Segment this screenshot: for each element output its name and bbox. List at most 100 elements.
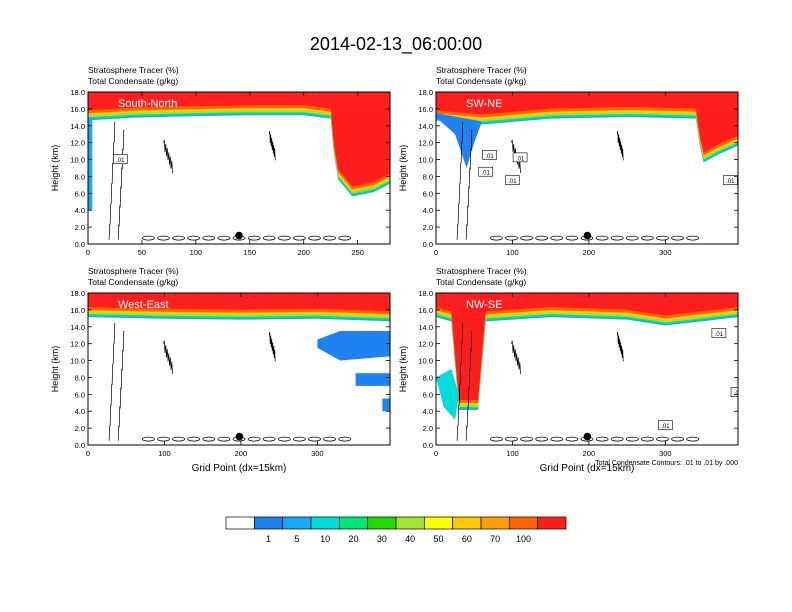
svg-text:.01: .01 bbox=[661, 424, 670, 430]
y-tick-label: 14.0 bbox=[70, 323, 85, 332]
y-tick-label: 18.0 bbox=[70, 88, 85, 97]
y-tick-label: 10.0 bbox=[418, 156, 433, 165]
tracer-band bbox=[436, 92, 738, 153]
y-axis-label: Height (km) bbox=[50, 346, 60, 393]
x-tick-label: 150 bbox=[244, 248, 257, 257]
condensate-contours bbox=[456, 122, 700, 241]
y-tick-label: 14.0 bbox=[418, 323, 433, 332]
x-tick-label: 300 bbox=[659, 449, 672, 458]
y-tick-label: 16.0 bbox=[70, 105, 85, 114]
x-tick-label: 50 bbox=[138, 248, 146, 257]
panel-field: .01.01.01 bbox=[436, 293, 738, 445]
panel-title-line1: Stratosphere Tracer (%) bbox=[436, 266, 527, 276]
tracer-patch bbox=[317, 331, 390, 361]
svg-text:.01: .01 bbox=[715, 332, 724, 338]
contour-label: .01 bbox=[658, 420, 673, 430]
panel-title-line2: Total Condensate (g/kg) bbox=[88, 76, 178, 86]
y-tick-label: 12.0 bbox=[70, 139, 85, 148]
panel-2: .01 .01 .01 .01 .01 SW-NE 0.0 2.0 4.0 6.0 8.0 10.0 1… bbox=[398, 65, 739, 257]
y-axis-label: Height (km) bbox=[50, 145, 60, 192]
svg-text:.01: .01 bbox=[508, 179, 517, 185]
condensate-contours bbox=[108, 122, 352, 241]
y-tick-label: 8.0 bbox=[423, 172, 433, 181]
x-tick-label: 100 bbox=[506, 248, 519, 257]
x-tick-label: 100 bbox=[158, 449, 171, 458]
svg-text:.01: .01 bbox=[116, 158, 125, 164]
panel-label: South-North bbox=[118, 98, 177, 110]
location-marker bbox=[583, 432, 592, 441]
y-tick-label: 6.0 bbox=[423, 390, 433, 399]
colorbar-label: 5 bbox=[294, 534, 299, 544]
svg-text:.01: .01 bbox=[485, 154, 494, 160]
tracer-band bbox=[88, 293, 390, 312]
x-tick-label: 100 bbox=[190, 248, 203, 257]
svg-text:.01: .01 bbox=[516, 156, 525, 162]
x-axis-label: Grid Point (dx=15km) bbox=[192, 463, 287, 474]
y-tick-label: 12.0 bbox=[418, 139, 433, 148]
colorbar-swatch bbox=[537, 516, 567, 530]
location-marker bbox=[235, 432, 244, 441]
x-tick-label: 0 bbox=[86, 248, 90, 257]
contour-label: .01 bbox=[711, 328, 727, 338]
y-axis-label: Height (km) bbox=[398, 145, 408, 192]
panel-frame bbox=[435, 91, 739, 245]
panel-title-line2: Total Condensate (g/kg) bbox=[436, 76, 526, 86]
panel-frame bbox=[87, 91, 391, 245]
y-tick-label: 0.0 bbox=[423, 240, 433, 249]
panels-group: .01 South-North 0.0 2.0 4.0 6.0 8.0 10.0 12.0 14.… bbox=[50, 65, 739, 474]
y-tick-label: 4.0 bbox=[75, 206, 85, 215]
footnote: Total Condensate Contours: .01 to .01 by… bbox=[595, 460, 738, 467]
panel-title-line1: Stratosphere Tracer (%) bbox=[88, 266, 179, 276]
y-tick-label: 16.0 bbox=[418, 306, 433, 315]
panel-title-line2: Total Condensate (g/kg) bbox=[88, 277, 178, 287]
panel-field: .01 bbox=[88, 92, 390, 244]
panel-title-line1: Stratosphere Tracer (%) bbox=[88, 65, 179, 75]
y-tick-label: 6.0 bbox=[75, 189, 85, 198]
y-tick-label: 2.0 bbox=[423, 424, 433, 433]
panel-frame bbox=[87, 292, 391, 446]
location-marker bbox=[235, 231, 243, 240]
y-axis-label: Height (km) bbox=[398, 346, 408, 393]
panel-field bbox=[88, 293, 390, 445]
x-tick-label: 250 bbox=[351, 248, 364, 257]
colorbar-swatch bbox=[452, 516, 482, 530]
y-tick-label: 14.0 bbox=[418, 122, 433, 131]
panel-4: .01.01.01NW-SE0.02.04.06.08.010.012.014.… bbox=[398, 266, 739, 474]
colorbar-label: 70 bbox=[490, 534, 500, 544]
tracer-patch bbox=[88, 117, 93, 211]
x-axis-label: Grid Point (dx=15km) bbox=[540, 463, 635, 474]
panel-frame bbox=[435, 292, 739, 446]
colorbar-label: 100 bbox=[516, 534, 531, 544]
tracer-band bbox=[436, 293, 738, 400]
y-tick-label: 8.0 bbox=[75, 172, 85, 181]
x-tick-label: 0 bbox=[434, 449, 438, 458]
tracer-patch bbox=[355, 373, 390, 386]
tracer-band bbox=[436, 293, 738, 407]
y-tick-label: 14.0 bbox=[70, 122, 85, 131]
colorbar-swatch bbox=[395, 516, 425, 530]
colorbar-label: 30 bbox=[377, 534, 387, 544]
x-tick-label: 200 bbox=[297, 248, 310, 257]
colorbar-label: 50 bbox=[433, 534, 443, 544]
colorbar-swatch bbox=[282, 516, 312, 530]
y-tick-label: 0.0 bbox=[75, 240, 85, 249]
y-tick-label: 6.0 bbox=[423, 189, 433, 198]
y-tick-label: 18.0 bbox=[70, 289, 85, 298]
y-tick-label: 4.0 bbox=[423, 206, 433, 215]
y-tick-label: 0.0 bbox=[75, 441, 85, 450]
panel-1: .01 South-North 0.0 2.0 4.0 6.0 8.0 10.0 12.0 14.… bbox=[50, 65, 391, 257]
colorbar-swatch bbox=[423, 516, 454, 530]
colorbar-swatch bbox=[508, 516, 539, 530]
x-tick-label: 300 bbox=[659, 248, 672, 257]
colorbar-label: 1 bbox=[266, 534, 271, 544]
y-tick-label: 8.0 bbox=[423, 373, 433, 382]
contour-label: .01 bbox=[482, 150, 497, 160]
x-tick-label: 300 bbox=[311, 449, 324, 458]
y-tick-label: 12.0 bbox=[418, 340, 433, 349]
y-tick-label: 18.0 bbox=[418, 289, 433, 298]
y-tick-label: 10.0 bbox=[70, 357, 85, 366]
tracer-band bbox=[88, 92, 390, 187]
panel-title-line2: Total Condensate (g/kg) bbox=[436, 277, 526, 287]
panel-label: West-East bbox=[118, 299, 169, 311]
